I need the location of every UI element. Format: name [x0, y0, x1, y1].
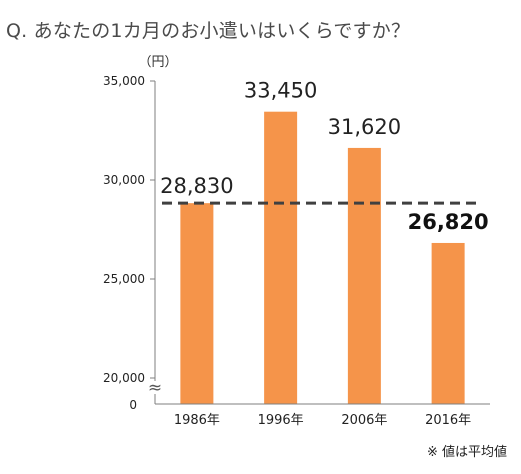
x-category-label: 2006年	[341, 413, 387, 428]
footnote: ※ 値は平均値	[426, 445, 507, 460]
y-tick-label: 20,000	[103, 371, 145, 385]
bar	[264, 111, 298, 404]
bar-value-label: 31,620	[328, 115, 401, 139]
x-category-label: 1986年	[174, 413, 220, 428]
bar-value-label: 26,820	[408, 210, 489, 234]
y-axis: 20,000 25,000 30,000 35,000 0 ≈	[103, 74, 162, 412]
y-unit-label: （円）	[138, 55, 177, 70]
y-tick-label: 30,000	[103, 173, 145, 187]
y-zero-label: 0	[129, 398, 137, 412]
x-category-label: 1996年	[258, 413, 304, 428]
axis-break-symbol: ≈	[148, 378, 162, 398]
question-title: Q. あなたの1カ月のお小遣いはいくらですか？	[6, 20, 411, 42]
y-tick-label: 35,000	[103, 74, 145, 88]
bars	[180, 111, 465, 404]
bar-value-label: 28,830	[160, 174, 233, 198]
bar	[180, 203, 214, 404]
bar-value-label: 33,450	[244, 79, 317, 103]
bar	[347, 147, 381, 404]
y-tick-label: 25,000	[103, 272, 145, 286]
x-category-label: 2016年	[425, 413, 471, 428]
bar	[431, 242, 465, 404]
value-labels: 28,830 33,450 31,620 26,820	[160, 79, 489, 234]
x-axis: 1986年 1996年 2006年 2016年	[155, 403, 490, 428]
